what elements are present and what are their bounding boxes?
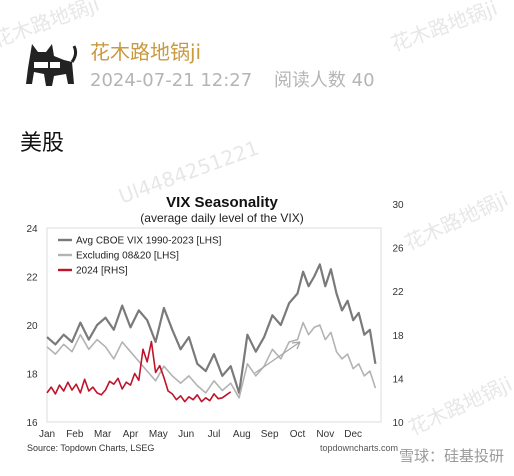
series-line-2 [46,340,232,403]
month-tick-label: Mar [94,429,112,440]
chart-website: topdowncharts.com [320,443,398,453]
series-line-0 [46,263,377,394]
vix-seasonality-chart: VIX Seasonality (average daily level of … [26,194,404,453]
chart-container: VIX Seasonality (average daily level of … [0,180,514,472]
left-tick-label: 20 [26,321,38,332]
month-tick-label: Jan [39,429,55,440]
month-tick-label: Dec [344,429,362,440]
left-tick-label: 22 [26,273,38,284]
right-tick-label: 26 [392,244,404,255]
month-tick-label: May [149,429,168,440]
right-tick-label: 18 [392,331,404,342]
legend-label: 2024 [RHS] [76,266,128,277]
right-tick-label: 30 [392,200,404,211]
footer-watermark: 雪球：硅基投研 [398,447,504,465]
post-header: 花木路地锅ji 2024-07-21 12:27 阅读人数 40 [0,0,514,110]
read-count: 阅读人数 40 [273,70,375,91]
legend-label: Excluding 08&20 [LHS] [76,251,179,262]
arrow-head-icon [291,341,301,350]
month-tick-label: Jun [178,429,194,440]
month-tick-label: Apr [123,429,139,440]
month-tick-label: Sep [261,429,279,440]
left-tick-label: 16 [26,418,38,429]
left-tick-label: 18 [26,370,38,381]
author-name[interactable]: 花木路地锅ji [90,40,202,64]
post-meta: 2024-07-21 12:27 阅读人数 40 [90,66,391,92]
right-axis: 30 26 22 18 14 10 [392,200,404,429]
right-tick-label: 10 [392,418,404,429]
right-tick-label: 14 [392,374,404,385]
chart-source: Source: Topdown Charts, LSEG [27,443,154,453]
legend-label: Avg CBOE VIX 1990-2023 [LHS] [76,236,222,247]
series-line-1 [46,321,377,399]
chart-title: VIX Seasonality [166,194,278,211]
chart-legend: Avg CBOE VIX 1990-2023 [LHS] Excluding 08… [58,236,222,277]
month-tick-label: Oct [290,429,306,440]
post-timestamp: 2024-07-21 12:27 [90,70,253,91]
series-lines [46,263,377,403]
cat-avatar-icon [26,44,78,86]
left-tick-label: 24 [26,224,38,235]
section-title: 美股 [20,131,65,156]
avatar[interactable] [20,34,78,90]
left-axis: 24 22 20 18 16 [26,224,38,429]
month-tick-label: Jul [208,429,221,440]
month-tick-label: Feb [66,429,84,440]
month-tick-label: Nov [316,429,334,440]
chart-subtitle: (average daily level of the VIX) [140,211,303,225]
x-axis: Jan Feb Mar Apr May Jun Jul Aug Sep Oct Nov Dec [39,429,362,440]
month-tick-label: Aug [233,429,251,440]
trend-arrow-icon [254,341,301,374]
right-tick-label: 22 [392,287,404,298]
plot-frame [46,227,382,423]
